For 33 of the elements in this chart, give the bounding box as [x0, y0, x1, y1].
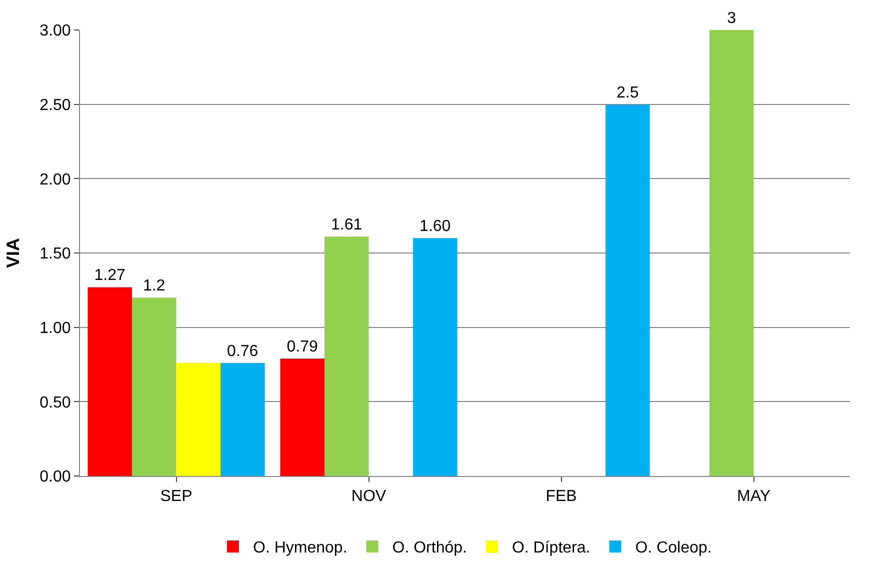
legend-label: O. Coleop.	[635, 540, 712, 557]
y-tick-label: 0.50	[40, 394, 71, 412]
bar	[280, 358, 324, 476]
bar	[324, 236, 369, 476]
y-tick-label: 3.00	[40, 22, 71, 40]
data-label: 1.60	[420, 218, 451, 236]
x-tick-label: MAY	[737, 488, 771, 506]
data-label: 2.5	[616, 84, 639, 102]
y-axis-title: VIA	[2, 238, 23, 268]
data-label: 0.79	[286, 338, 318, 356]
y-tick-label: 2.50	[40, 96, 71, 114]
bar	[413, 238, 458, 476]
y-tick-label: 0.00	[40, 468, 71, 486]
x-tick-label: FEB	[546, 488, 577, 506]
data-label: 1.2	[142, 278, 166, 295]
x-tick-label: SEP	[160, 488, 192, 506]
bar	[176, 363, 221, 476]
data-label: 1.27	[94, 267, 126, 284]
legend-label: O. Hymenop.	[253, 540, 348, 557]
legend-label: O. Orthóp.	[392, 540, 467, 557]
bar	[88, 287, 132, 476]
y-tick-label: 2.00	[40, 171, 71, 188]
y-tick-label: 1.00	[40, 320, 71, 337]
bar	[606, 104, 650, 476]
data-label: 0.76	[227, 343, 258, 360]
y-tick-label: 1.50	[40, 246, 71, 263]
bar	[709, 30, 754, 476]
bar	[132, 298, 176, 476]
x-tick-label: NOV	[351, 488, 386, 506]
bar	[220, 363, 265, 476]
legend-label: O. Díptera.	[512, 540, 590, 557]
data-label: 3	[727, 10, 736, 27]
data-label: 1.61	[330, 216, 362, 234]
